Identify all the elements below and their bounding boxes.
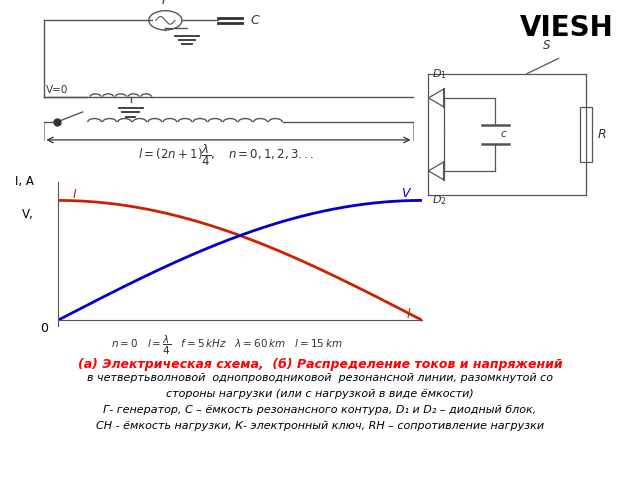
Text: $l = (2n+1)\dfrac{\lambda}{4}, \quad n=0,1,2,3...$: $l = (2n+1)\dfrac{\lambda}{4}, \quad n=0… <box>138 143 314 168</box>
Text: (а) Электрическая схема,  (б) Распределение токов и напряжений: (а) Электрическая схема, (б) Распределен… <box>77 358 563 371</box>
Text: V,: V, <box>22 208 34 221</box>
Bar <box>580 107 592 162</box>
Text: $D_1$: $D_1$ <box>433 67 447 81</box>
Text: 0: 0 <box>40 322 49 335</box>
Text: S: S <box>543 39 550 52</box>
Text: V: V <box>401 187 410 200</box>
Text: СН - ёмкость нагрузки, К- электронный ключ, RН – сопротивление нагрузки: СН - ёмкость нагрузки, К- электронный кл… <box>96 421 544 431</box>
Text: I: I <box>72 188 76 201</box>
Text: l: l <box>406 308 410 321</box>
Text: c: c <box>500 130 506 139</box>
Text: Г: Г <box>162 0 169 7</box>
Text: в четвертьволновой  однопроводниковой  резонансной линии, разомкнутой со: в четвертьволновой однопроводниковой рез… <box>87 373 553 384</box>
Text: VIESH: VIESH <box>520 14 613 42</box>
Text: стороны нагрузки (или с нагрузкой в виде ёмкости): стороны нагрузки (или с нагрузкой в виде… <box>166 389 474 399</box>
Text: R: R <box>598 128 607 141</box>
Text: V=0: V=0 <box>45 85 68 96</box>
Text: I, A: I, A <box>15 175 34 188</box>
Text: $n=0\quad l=\dfrac{\lambda}{4}\quad f=5\,kHz\quad \lambda=60\,km\quad l=15\,km$: $n=0\quad l=\dfrac{\lambda}{4}\quad f=5\… <box>111 334 343 357</box>
Text: $D_2$: $D_2$ <box>433 193 447 207</box>
Text: C: C <box>250 14 259 27</box>
Text: Г- генератор, С – ёмкость резонансного контура, D₁ и D₂ – диодный блок,: Г- генератор, С – ёмкость резонансного к… <box>104 405 536 415</box>
